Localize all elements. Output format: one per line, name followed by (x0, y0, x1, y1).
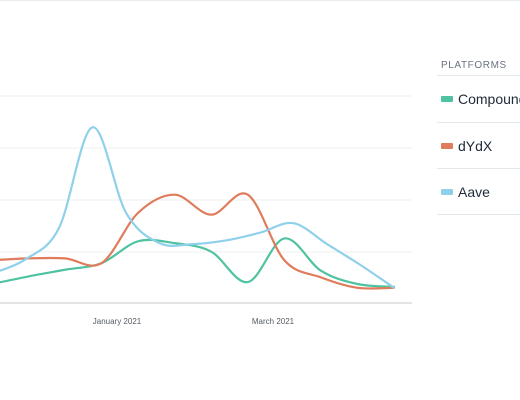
series-line-aave[interactable] (0, 126, 396, 289)
top-divider (0, 0, 520, 1)
series-line-compound[interactable] (0, 237, 396, 288)
legend-label-aave: Aave (458, 183, 490, 200)
legend: PLATFORMS Compound dYdX Aave (437, 52, 520, 215)
x-tick-labels: January 2021 March 2021 (93, 317, 295, 326)
legend-item-dydx[interactable]: dYdX (437, 123, 520, 169)
legend-item-compound[interactable]: Compound (437, 76, 520, 123)
x-tick-label: March 2021 (252, 317, 295, 326)
legend-label-dydx: dYdX (458, 137, 493, 154)
x-tick-label: January 2021 (93, 317, 142, 326)
legend-item-aave[interactable]: Aave (437, 169, 520, 215)
series-lines (0, 126, 396, 290)
legend-swatch-compound (441, 96, 453, 102)
legend-label-compound: Compound (458, 91, 520, 107)
series-line-dydx[interactable] (0, 192, 396, 290)
legend-title: PLATFORMS (437, 52, 520, 76)
legend-swatch-aave (441, 188, 453, 195)
legend-swatch-dydx (441, 142, 453, 149)
gridlines (0, 95, 412, 253)
